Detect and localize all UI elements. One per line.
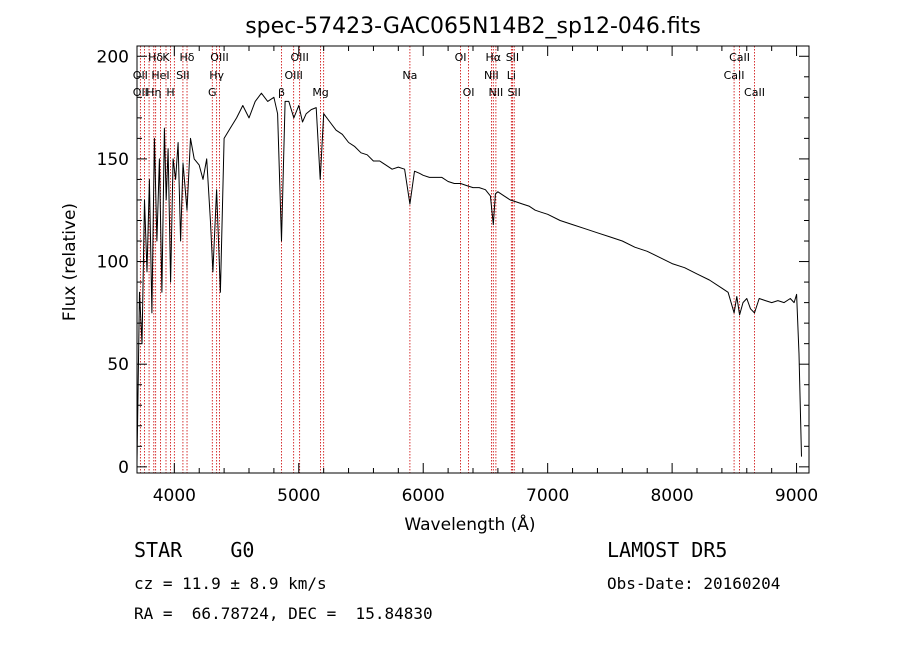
spectral-line-label: Na [402,69,417,82]
spectral-line-label: CaII [729,51,750,64]
spectral-line-label: OIII [290,51,308,64]
x-tick-label: 5000 [277,486,320,506]
x-axis: 4000 5000 6000 7000 8000 9000 [153,46,818,506]
x-tick-label: 6000 [402,486,445,506]
spectral-line-label: SII [506,51,519,64]
y-tick-label: 200 [97,47,129,67]
plot-frame [136,45,810,474]
redshift-value: cz = 11.9 ± 8.9 km/s [134,574,327,593]
x-tick-label: 7000 [526,486,569,506]
spectral-line-label: β [278,86,285,99]
spectral-line-label: SII [507,86,520,99]
spectral-line-label: Hδ [148,51,163,64]
spectral-line-markers [139,46,755,473]
spectral-line-label: Mg [312,86,328,99]
x-tick-label: 9000 [775,486,818,506]
x-tick-label: 4000 [153,486,196,506]
spectral-line-label: OIII [210,51,228,64]
y-tick-label: 100 [97,253,129,273]
x-tick-label: 8000 [650,486,693,506]
chart-title: spec-57423-GAC065N14B2_sp12-046.fits [245,14,701,39]
spectral-line-label: Hγ [209,69,224,82]
x-axis-label: Wavelength (Å) [404,513,535,535]
observation-date: Obs-Date: 20160204 [607,574,781,593]
survey-name: LAMOST DR5 [607,538,728,562]
y-axis: 0 50 100 150 200 [97,47,809,478]
spectral-line-label: Hη [146,86,161,99]
spectral-line-label: K [162,51,170,64]
spectral-line-label: NII [489,86,504,99]
spectral-line-label: NII [484,69,499,82]
spectral-line-label: Li [507,69,516,82]
spectral-line-label: CaII [744,86,765,99]
spectral-line-label: OI [463,86,475,99]
spectral-line-label: OII [133,69,148,82]
spectral-line-label: HeI [151,69,169,82]
y-tick-label: 50 [107,355,129,375]
object-class: STAR G0 [134,538,255,562]
spectral-line-label: CaII [724,69,745,82]
sky-coordinates: RA = 66.78724, DEC = 15.84830 [134,604,433,623]
y-tick-label: 0 [118,458,129,478]
spectral-line-label: OIII [284,69,302,82]
spectral-line-label: H [166,86,174,99]
y-tick-label: 150 [97,150,129,170]
spectrum-line [136,92,802,463]
spectral-line-label: SII [176,69,189,82]
spectrum-series [136,92,802,463]
spectral-line-label: G [208,86,217,99]
spectral-line-label: Hδ [180,51,195,64]
spectral-line-label: Hα [486,51,502,64]
y-axis-label: Flux (relative) [60,203,80,321]
spectral-line-label: OI [455,51,467,64]
